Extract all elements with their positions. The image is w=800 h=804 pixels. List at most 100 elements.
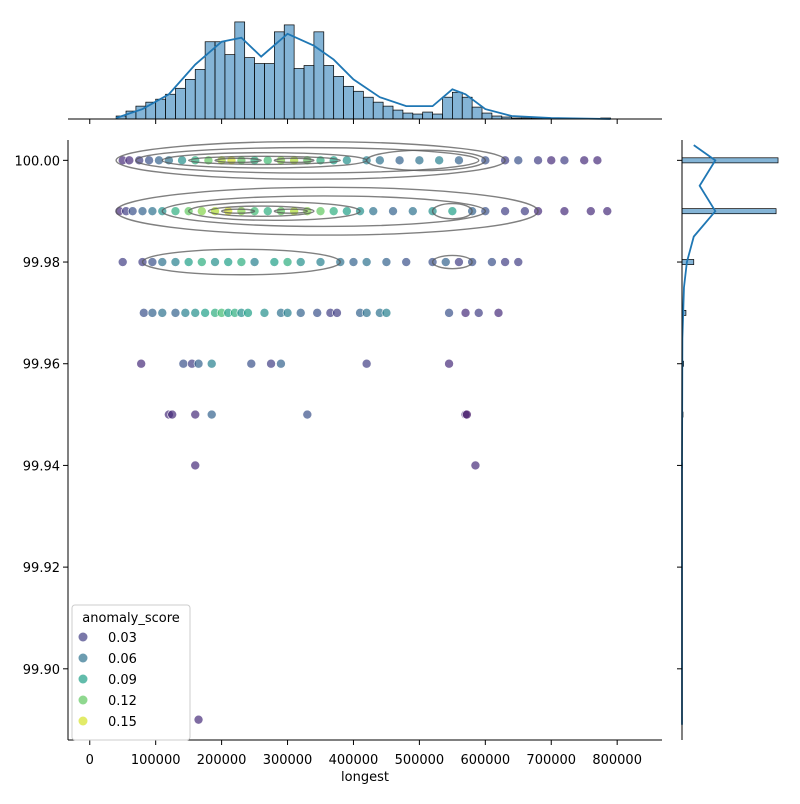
- scatter-point: [171, 308, 180, 317]
- x-tick-label: 600000: [460, 753, 510, 768]
- scatter-point: [494, 308, 503, 317]
- scatter-point: [474, 308, 483, 317]
- scatter-point: [158, 308, 167, 317]
- scatter-point: [501, 207, 510, 216]
- top-hist-bar: [363, 97, 373, 119]
- top-hist-bar: [245, 58, 255, 119]
- top-hist-bar: [423, 112, 433, 119]
- scatter-point: [243, 308, 252, 317]
- scatter-point: [408, 207, 417, 216]
- top-hist-bar: [156, 99, 166, 119]
- x-tick-label: 800000: [592, 753, 642, 768]
- legend-label: 0.09: [108, 673, 137, 688]
- legend-label: 0.15: [108, 715, 137, 730]
- scatter-point: [270, 258, 279, 267]
- scatter-point: [250, 156, 259, 165]
- top-hist-bar: [185, 79, 195, 119]
- top-hist-bar: [472, 107, 482, 119]
- scatter-point: [171, 207, 180, 216]
- scatter-point: [382, 258, 391, 267]
- top-hist-bar: [452, 92, 462, 119]
- right-hist-bar: [682, 158, 778, 163]
- scatter-point: [454, 258, 463, 267]
- scatter-point: [139, 308, 148, 317]
- scatter-point: [250, 258, 259, 267]
- scatter-point: [445, 308, 454, 317]
- top-hist-bar: [353, 91, 363, 119]
- scatter-point: [332, 308, 341, 317]
- top-hist-bar: [195, 69, 205, 119]
- legend-marker: [79, 717, 88, 726]
- scatter-point: [448, 207, 457, 216]
- x-tick-label: 300000: [263, 753, 313, 768]
- legend-label: 0.12: [108, 694, 137, 709]
- scatter-point: [296, 258, 305, 267]
- scatter-point: [560, 156, 569, 165]
- kde-contour: [433, 255, 473, 268]
- scatter-point: [276, 156, 285, 165]
- scatter-point: [342, 156, 351, 165]
- scatter-point: [247, 359, 256, 368]
- scatter-point: [197, 207, 206, 216]
- scatter-point: [342, 207, 351, 216]
- scatter-point: [201, 308, 210, 317]
- scatter-point: [454, 156, 463, 165]
- scatter-point: [389, 207, 398, 216]
- scatter-point: [520, 207, 529, 216]
- legend-marker: [79, 675, 88, 684]
- scatter-point: [194, 715, 203, 724]
- scatter-point: [362, 359, 371, 368]
- right-hist-bar: [682, 209, 776, 214]
- scatter-point: [547, 156, 556, 165]
- scatter-point: [534, 156, 543, 165]
- scatter-point: [349, 258, 358, 267]
- scatter-point: [260, 308, 269, 317]
- scatter-point: [191, 308, 200, 317]
- top-hist-bar: [442, 97, 452, 119]
- scatter-point: [237, 258, 246, 267]
- legend-marker: [79, 696, 88, 705]
- scatter-point: [501, 258, 510, 267]
- scatter-point: [514, 258, 523, 267]
- top-hist-bar: [264, 64, 274, 119]
- legend-label: 0.06: [108, 652, 137, 667]
- scatter-point: [435, 156, 444, 165]
- y-tick-label: 99.98: [23, 256, 60, 271]
- scatter-point: [168, 410, 177, 419]
- scatter-point: [603, 207, 612, 216]
- scatter-point: [181, 308, 190, 317]
- x-tick-label: 500000: [395, 753, 445, 768]
- scatter-point: [276, 207, 285, 216]
- x-tick-label: 700000: [526, 753, 576, 768]
- top-hist-bar: [324, 66, 334, 119]
- top-hist-bar: [304, 66, 314, 119]
- legend-marker: [79, 654, 88, 663]
- scatter-point: [329, 156, 338, 165]
- y-tick-label: 99.94: [23, 459, 60, 474]
- scatter-point: [267, 359, 276, 368]
- scatter-point: [445, 359, 454, 368]
- scatter-point: [158, 258, 167, 267]
- top-hist-bar: [314, 32, 324, 119]
- right-kde-line: [682, 145, 715, 725]
- scatter-point: [118, 258, 127, 267]
- top-hist-bar: [344, 86, 354, 119]
- scatter-point: [138, 207, 147, 216]
- scatter-point: [128, 207, 137, 216]
- scatter-point: [362, 308, 371, 317]
- scatter-point: [276, 359, 285, 368]
- y-tick-label: 100.00: [15, 154, 61, 169]
- x-tick-label: 400000: [329, 753, 379, 768]
- scatter-point: [303, 410, 312, 419]
- scatter-point: [191, 156, 200, 165]
- legend-label: 0.03: [108, 631, 137, 646]
- scatter-point: [415, 156, 424, 165]
- scatter-point: [362, 258, 371, 267]
- scatter-point: [514, 156, 523, 165]
- scatter-point: [296, 308, 305, 317]
- scatter-point: [148, 207, 157, 216]
- top-hist-bar: [462, 97, 472, 119]
- scatter-point: [207, 359, 216, 368]
